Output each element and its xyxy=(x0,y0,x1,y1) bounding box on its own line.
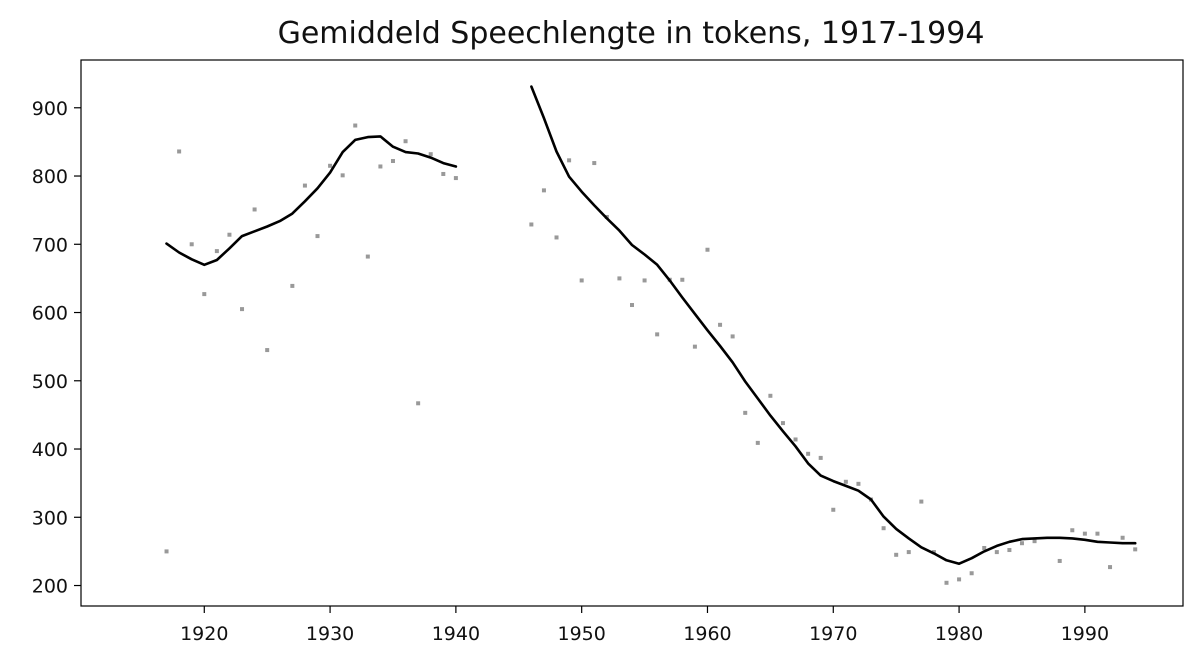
x-tick-label: 1970 xyxy=(809,623,857,645)
data-point xyxy=(856,481,861,486)
data-point xyxy=(692,344,697,349)
data-point xyxy=(541,188,546,193)
data-point xyxy=(353,123,358,128)
data-point xyxy=(655,332,660,337)
data-point xyxy=(441,171,446,176)
data-point xyxy=(944,580,949,585)
data-point xyxy=(881,526,886,531)
scatter-points xyxy=(164,123,1138,585)
data-point xyxy=(554,235,559,240)
data-point xyxy=(1120,535,1125,540)
data-point xyxy=(164,549,169,554)
data-point xyxy=(315,234,320,239)
data-point xyxy=(1108,565,1113,570)
plot-frame xyxy=(80,59,1184,607)
data-point xyxy=(780,421,785,426)
data-point xyxy=(982,545,987,550)
data-point xyxy=(994,550,999,555)
trend-line xyxy=(165,135,458,267)
data-point xyxy=(806,451,811,456)
data-point xyxy=(252,207,257,212)
data-point xyxy=(340,173,345,178)
trend-lines xyxy=(165,85,1137,565)
chart-title: Gemiddeld Speechlengte in tokens, 1917-1… xyxy=(278,16,985,51)
x-tick-label: 1980 xyxy=(935,623,983,645)
data-point xyxy=(214,249,219,254)
y-tick-label: 700 xyxy=(32,234,68,256)
y-tick-label: 900 xyxy=(32,98,68,120)
data-point xyxy=(718,322,723,327)
y-tick-label: 400 xyxy=(32,439,68,461)
x-tick-label: 1990 xyxy=(1061,623,1109,645)
y-tick-label: 200 xyxy=(32,576,68,598)
data-point xyxy=(529,222,534,227)
data-point xyxy=(189,242,194,247)
data-point xyxy=(630,303,634,308)
data-point xyxy=(579,278,584,283)
data-point xyxy=(906,550,911,555)
data-point xyxy=(957,577,962,582)
data-point xyxy=(1070,528,1075,533)
data-point xyxy=(969,571,974,576)
data-point xyxy=(202,292,207,297)
data-point xyxy=(755,440,760,445)
data-point xyxy=(1032,539,1037,544)
x-tick-label: 1960 xyxy=(683,623,731,645)
data-point xyxy=(416,401,421,406)
data-point xyxy=(1057,558,1062,563)
y-tick-label: 600 xyxy=(32,303,68,325)
data-point xyxy=(1019,541,1024,546)
data-point xyxy=(705,247,710,252)
data-point xyxy=(328,163,333,168)
data-point xyxy=(567,158,572,163)
data-point xyxy=(843,479,848,484)
data-point xyxy=(240,307,245,312)
data-point xyxy=(428,152,433,157)
data-point xyxy=(642,278,647,283)
data-point xyxy=(453,176,458,181)
x-tick-label: 1930 xyxy=(306,623,354,645)
data-point xyxy=(743,410,748,415)
y-tick-label: 300 xyxy=(32,507,68,529)
data-point xyxy=(894,552,899,557)
data-point xyxy=(290,283,295,288)
y-axis-ticks: 200 300 400 500 600 700 800 900 xyxy=(32,98,81,598)
y-tick-label: 500 xyxy=(32,371,68,393)
data-point xyxy=(365,254,370,259)
data-point xyxy=(831,507,836,512)
x-tick-label: 1920 xyxy=(180,623,228,645)
x-tick-label: 1940 xyxy=(432,623,480,645)
data-point xyxy=(1095,531,1100,536)
data-point xyxy=(730,334,735,339)
data-point xyxy=(617,276,622,281)
data-point xyxy=(818,455,823,460)
data-point xyxy=(403,139,408,144)
data-point xyxy=(768,393,773,398)
data-point xyxy=(1133,547,1138,552)
data-point xyxy=(265,348,270,353)
data-point xyxy=(793,437,798,442)
data-point xyxy=(227,232,232,237)
data-point xyxy=(592,161,597,166)
data-point xyxy=(177,149,182,154)
trend-line xyxy=(530,85,1137,565)
data-point xyxy=(1082,531,1087,536)
x-tick-label: 1950 xyxy=(558,623,606,645)
y-tick-label: 800 xyxy=(32,166,68,188)
data-point xyxy=(390,159,395,164)
data-point xyxy=(1007,548,1012,553)
data-point xyxy=(680,277,685,282)
data-point xyxy=(378,164,383,169)
data-point xyxy=(919,499,924,504)
x-axis-ticks: 1920 1930 1940 1950 1960 1970 1980 1990 xyxy=(180,606,1109,645)
data-point xyxy=(302,183,307,188)
